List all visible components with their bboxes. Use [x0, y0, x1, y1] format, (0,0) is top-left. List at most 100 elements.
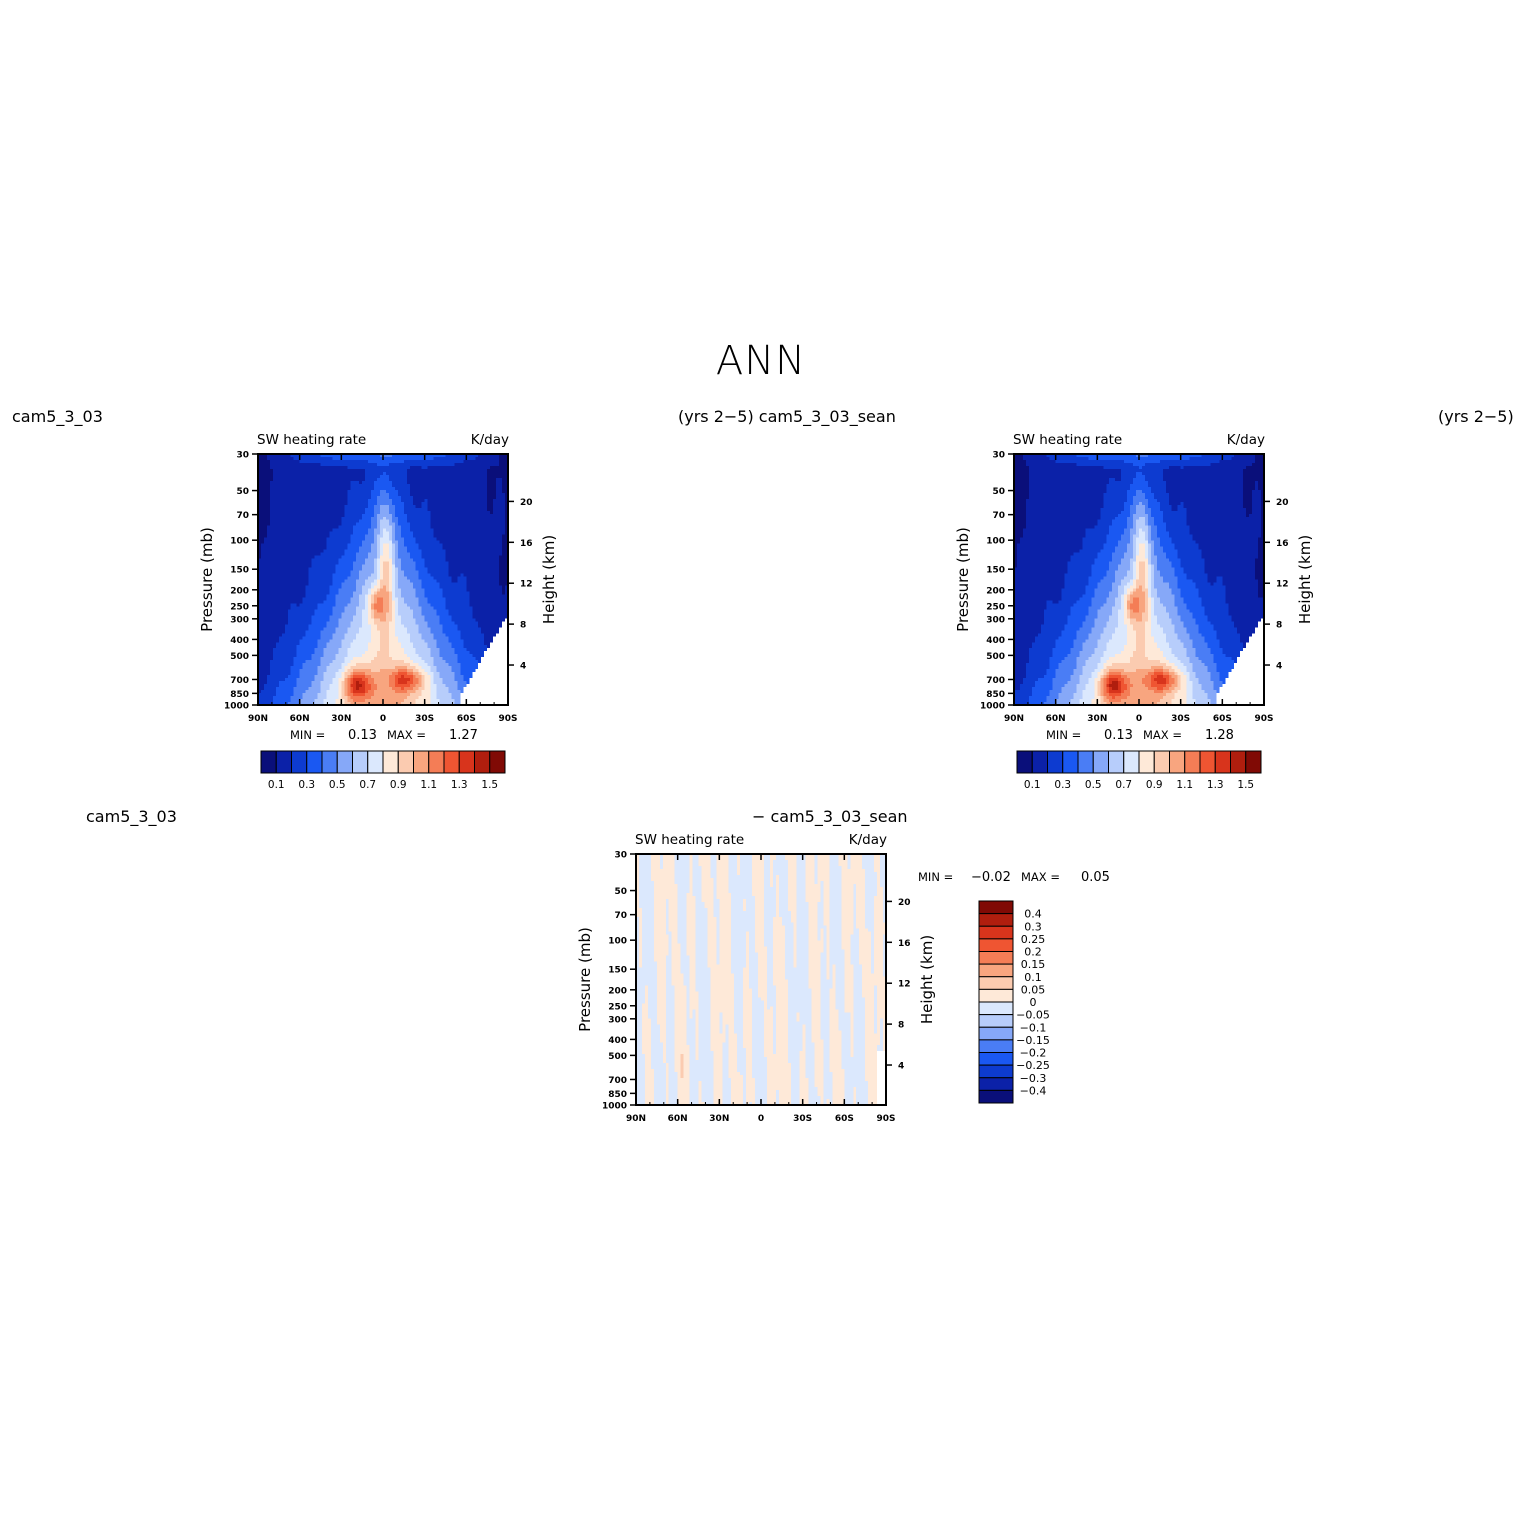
- contour-cell: [436, 454, 441, 458]
- contour-cell: [445, 462, 450, 467]
- contour-cell: [266, 456, 271, 461]
- contour-cell: [481, 456, 485, 461]
- contour-cell: [284, 465, 289, 470]
- contour-cell: [412, 454, 417, 458]
- contour-cell: [287, 459, 292, 464]
- contour-cell: [493, 456, 497, 461]
- contour-cell: [350, 456, 354, 461]
- contour-cell: [427, 462, 432, 467]
- contour-cell: [281, 459, 286, 464]
- contour-cell: [263, 465, 268, 470]
- contour-cell: [487, 459, 491, 464]
- contour-cell: [490, 462, 494, 467]
- contour-cell: [406, 459, 411, 464]
- contour-cell: [287, 454, 292, 458]
- contour-cell: [269, 454, 274, 458]
- contour-cell: [260, 462, 265, 467]
- contour-cell: [314, 465, 319, 470]
- contour-cell: [383, 459, 387, 464]
- contour-cell: [421, 456, 426, 461]
- contour-cell: [293, 459, 298, 464]
- contour-cell: [493, 459, 497, 464]
- contour-cell: [296, 454, 301, 458]
- contour-cell: [305, 462, 310, 467]
- contour-cell: [320, 462, 325, 467]
- contour-cell: [463, 454, 467, 458]
- contour-cell: [377, 459, 381, 464]
- contour-cell: [344, 456, 348, 461]
- contour-cell: [409, 462, 414, 467]
- contour-cell: [293, 454, 298, 458]
- contour-cell: [269, 462, 274, 467]
- contour-cell: [388, 456, 393, 461]
- contour-cell: [448, 456, 453, 461]
- contour-cell: [433, 454, 438, 458]
- contour-cell: [308, 456, 313, 461]
- contour-cell: [484, 456, 488, 461]
- contour-cell: [481, 454, 485, 458]
- contour-cell: [365, 465, 369, 470]
- contour-cell: [403, 456, 408, 461]
- contour-cell: [415, 459, 420, 464]
- contour-cell: [448, 454, 453, 458]
- contour-cell: [287, 456, 292, 461]
- contour-field: [258, 454, 509, 706]
- contour-cell: [323, 465, 328, 470]
- contour-cell: [397, 465, 402, 470]
- contour-cell: [284, 456, 289, 461]
- contour-cell: [356, 465, 360, 470]
- contour-cell: [505, 456, 509, 461]
- contour-cell: [445, 454, 450, 458]
- contour-cell: [314, 462, 319, 467]
- contour-cell: [326, 456, 331, 461]
- contour-cell: [362, 459, 366, 464]
- contour-cell: [263, 459, 268, 464]
- contour-cell: [302, 459, 307, 464]
- contour-cell: [338, 454, 342, 458]
- contour-cell: [430, 454, 435, 458]
- contour-cell: [338, 459, 342, 464]
- top-mid-case-label: (yrs 2−5) cam5_3_03_sean: [678, 407, 896, 426]
- contour-cell: [388, 462, 393, 467]
- contour-cell: [460, 454, 464, 458]
- contour-cell: [341, 456, 345, 461]
- contour-cell: [275, 465, 280, 470]
- contour-cell: [293, 456, 298, 461]
- contour-cell: [296, 456, 301, 461]
- contour-cell: [451, 454, 456, 458]
- contour-cell: [371, 465, 375, 470]
- contour-cell: [466, 454, 470, 458]
- contour-cell: [311, 465, 316, 470]
- contour-cell: [266, 465, 271, 470]
- contour-cell: [347, 454, 351, 458]
- contour-cell: [272, 456, 277, 461]
- contour-cell: [415, 456, 420, 461]
- contour-cell: [326, 459, 331, 464]
- contour-cell: [329, 462, 334, 467]
- contour-cell: [412, 462, 417, 467]
- contour-cell: [305, 465, 310, 470]
- contour-cell: [368, 456, 372, 461]
- contour-cell: [371, 454, 375, 458]
- contour-cell: [356, 459, 360, 464]
- contour-cell: [469, 456, 473, 461]
- bottom-case-label: cam5_3_03: [86, 807, 177, 826]
- contour-cell: [344, 462, 348, 467]
- contour-cell: [332, 459, 336, 464]
- contour-cell: [320, 454, 325, 458]
- contour-cell: [478, 454, 482, 458]
- contour-cell: [436, 459, 441, 464]
- contour-cell: [505, 459, 509, 464]
- contour-cell: [320, 456, 325, 461]
- contour-cell: [329, 465, 334, 470]
- contour-cell: [338, 465, 342, 470]
- contour-cell: [335, 459, 339, 464]
- contour-cell: [290, 456, 295, 461]
- contour-cell: [385, 454, 390, 458]
- contour-cell: [314, 456, 319, 461]
- contour-cell: [281, 462, 286, 467]
- contour-cell: [424, 454, 429, 458]
- contour-cell: [487, 462, 491, 467]
- contour-cell: [326, 462, 331, 467]
- contour-cell: [427, 454, 432, 458]
